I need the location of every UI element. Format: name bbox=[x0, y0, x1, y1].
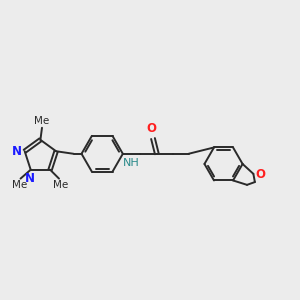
Text: N: N bbox=[12, 145, 22, 158]
Text: N: N bbox=[25, 172, 35, 185]
Text: Me: Me bbox=[12, 180, 27, 190]
Text: O: O bbox=[256, 168, 266, 181]
Text: Me: Me bbox=[34, 116, 50, 126]
Text: O: O bbox=[146, 122, 156, 135]
Text: Me: Me bbox=[53, 180, 68, 190]
Text: NH: NH bbox=[123, 158, 140, 168]
